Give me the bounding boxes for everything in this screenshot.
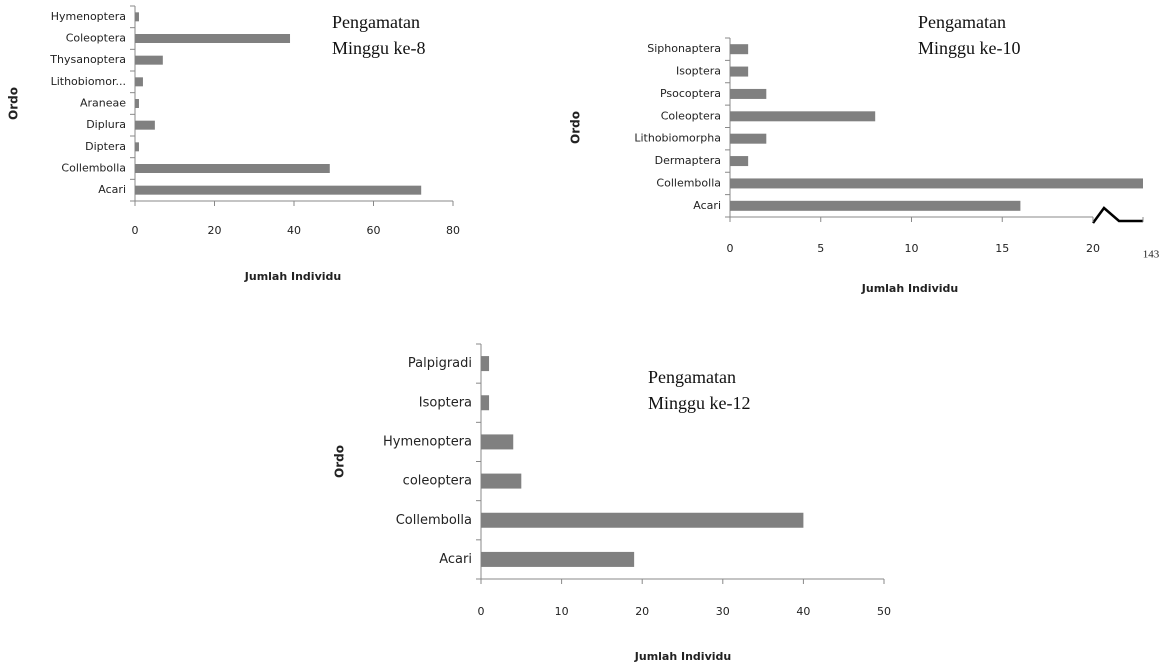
x-tick-label: 5 xyxy=(817,242,824,255)
x-tick-label: 10 xyxy=(905,242,919,255)
x-tick-label: 20 xyxy=(635,605,649,618)
bar xyxy=(730,111,876,122)
y-tick-label: Hymenoptera xyxy=(51,10,126,23)
x-tick-label: 15 xyxy=(995,242,1009,255)
x-tick-label: 20 xyxy=(208,224,222,237)
y-tick-label: Thysanoptera xyxy=(49,53,126,66)
bar xyxy=(730,88,767,99)
bar xyxy=(730,156,749,167)
x-tick-label: 0 xyxy=(478,605,485,618)
x-tick-label: 20 xyxy=(1086,242,1100,255)
y-axis-title: Ordo xyxy=(569,111,583,144)
bar xyxy=(135,142,139,152)
x-tick-label: 0 xyxy=(727,242,734,255)
y-tick-label: coleoptera xyxy=(403,474,472,489)
y-tick-label: Collembolla xyxy=(61,162,126,175)
y-tick-label: Collembolla xyxy=(396,513,472,528)
y-axis-title: Ordo xyxy=(7,87,21,120)
bar xyxy=(135,55,163,65)
y-tick-label: Siphonaptera xyxy=(647,42,721,55)
bar xyxy=(135,120,155,130)
y-tick-label: Lithobiomorpha xyxy=(634,132,721,145)
y-tick-label: Isoptera xyxy=(419,395,472,410)
y-tick-label: Acari xyxy=(693,199,721,212)
x-tick-label: 80 xyxy=(446,224,460,237)
chart-title: Pengamatan Minggu ke-12 xyxy=(648,367,751,413)
bar xyxy=(481,434,514,450)
y-tick-label: Acari xyxy=(439,552,472,567)
bar xyxy=(135,185,422,195)
x-tick-label: 50 xyxy=(877,605,891,618)
y-tick-label: Coleoptera xyxy=(661,109,721,122)
chart-title: Pengamatan Minggu ke-10 xyxy=(918,12,1021,58)
y-tick-label: Dermaptera xyxy=(655,154,721,167)
y-tick-label: Coleoptera xyxy=(66,32,126,45)
x-axis-title: Jumlah Individu xyxy=(861,282,958,295)
y-tick-label: Hymenoptera xyxy=(383,434,472,449)
y-tick-label: Diplura xyxy=(86,118,126,131)
bar xyxy=(135,99,139,108)
bar xyxy=(730,200,1021,211)
y-tick-label: Palpigradi xyxy=(408,356,472,371)
bar xyxy=(135,12,139,22)
bar xyxy=(135,77,143,87)
x-axis-title: Jumlah Individu xyxy=(244,270,341,283)
bar xyxy=(481,473,522,489)
y-tick-label: Araneae xyxy=(80,97,126,110)
bar xyxy=(135,34,291,43)
x-axis-title: Jumlah Individu xyxy=(634,650,731,663)
x-tick-label: 60 xyxy=(367,224,381,237)
bar xyxy=(481,395,490,411)
x-tick-label: 40 xyxy=(287,224,301,237)
bar xyxy=(481,512,804,528)
axis-break xyxy=(1091,206,1143,224)
y-tick-label: Isoptera xyxy=(676,65,721,78)
y-tick-label: Psocoptera xyxy=(660,87,721,100)
y-axis-title: Ordo xyxy=(333,445,347,478)
chart-title: Pengamatan Minggu ke-8 xyxy=(332,12,426,58)
x-tick-label: 143 xyxy=(1143,249,1160,261)
bar xyxy=(730,178,1143,189)
bar xyxy=(481,356,490,372)
y-tick-label: Collembolla xyxy=(656,176,721,189)
y-tick-label: Lithobiomor... xyxy=(51,75,126,88)
bar xyxy=(730,133,767,144)
x-tick-label: 30 xyxy=(716,605,730,618)
bar xyxy=(135,164,330,173)
bar xyxy=(481,551,635,567)
x-tick-label: 0 xyxy=(132,224,139,237)
bar xyxy=(730,44,749,55)
x-tick-label: 10 xyxy=(555,605,569,618)
x-tick-label: 40 xyxy=(796,605,810,618)
bar xyxy=(730,66,749,77)
y-tick-label: Diptera xyxy=(85,140,126,153)
y-tick-label: Acari xyxy=(98,183,126,196)
